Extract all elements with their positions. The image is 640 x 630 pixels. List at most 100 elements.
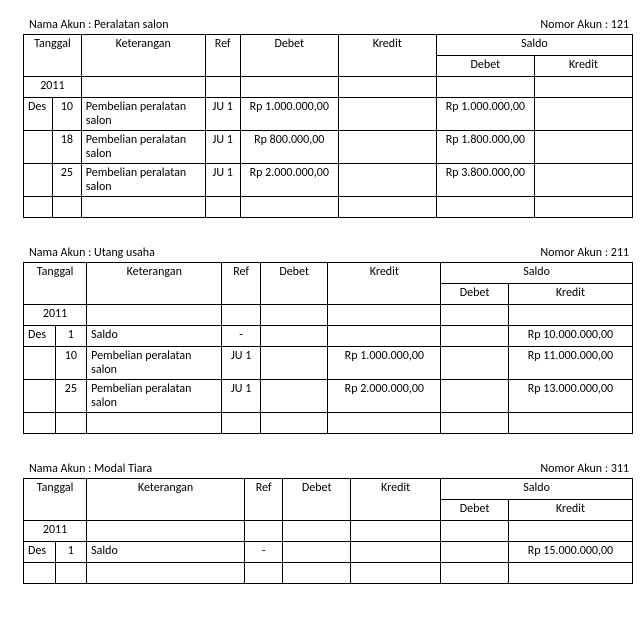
cell-saldo-debet bbox=[441, 380, 509, 413]
cell-day: 1 bbox=[55, 542, 87, 563]
cell-saldo-debet bbox=[441, 413, 509, 434]
cell-ref: JU 1 bbox=[222, 380, 260, 413]
cell-ref: JU 1 bbox=[205, 131, 240, 164]
year-row: 2011 bbox=[24, 305, 633, 326]
col-kredit: Kredit bbox=[351, 479, 441, 521]
col-saldo: Saldo bbox=[441, 479, 633, 500]
cell-day: 25 bbox=[52, 164, 81, 197]
cell-saldo-debet: Rp 3.800.000,00 bbox=[436, 164, 534, 197]
cell-ref: JU 1 bbox=[205, 98, 240, 131]
cell-saldo-kredit bbox=[534, 164, 632, 197]
cell-debet bbox=[260, 380, 328, 413]
cell-month bbox=[24, 197, 53, 218]
year-cell: 2011 bbox=[24, 77, 82, 98]
cell-month: Des bbox=[24, 326, 56, 347]
cell-debet: Rp 800.000,00 bbox=[240, 131, 338, 164]
col-kredit: Kredit bbox=[328, 263, 441, 305]
cell-saldo-kredit bbox=[534, 131, 632, 164]
cell-ref bbox=[205, 197, 240, 218]
cell-saldo-kredit bbox=[534, 197, 632, 218]
col-tanggal: Tanggal bbox=[24, 35, 82, 77]
col-keterangan: Keterangan bbox=[87, 479, 245, 521]
cell-day: 1 bbox=[55, 326, 87, 347]
col-saldo-kredit: Kredit bbox=[508, 500, 632, 521]
cell-day: 18 bbox=[52, 131, 81, 164]
cell-keterangan: Pembelian peralatan salon bbox=[81, 164, 205, 197]
table-row: 25Pembelian peralatan salonJU 1Rp 2.000.… bbox=[24, 380, 633, 413]
year-cell: 2011 bbox=[24, 521, 87, 542]
cell-kredit bbox=[338, 164, 436, 197]
col-tanggal: Tanggal bbox=[24, 479, 87, 521]
cell-saldo-debet bbox=[441, 542, 509, 563]
col-saldo-kredit: Kredit bbox=[534, 56, 632, 77]
cell-month bbox=[24, 563, 56, 584]
ledger-header: Nama Akun : Utang usahaNomor Akun : 211 bbox=[23, 246, 633, 262]
cell-month bbox=[24, 164, 53, 197]
cell-saldo-debet: Rp 1.800.000,00 bbox=[436, 131, 534, 164]
cell-ref: - bbox=[245, 542, 283, 563]
col-saldo-debet: Debet bbox=[441, 284, 509, 305]
year-cell: 2011 bbox=[24, 305, 87, 326]
cell-debet bbox=[240, 197, 338, 218]
col-saldo: Saldo bbox=[441, 263, 633, 284]
table-row: 18Pembelian peralatan salonJU 1Rp 800.00… bbox=[24, 131, 633, 164]
col-saldo-kredit: Kredit bbox=[508, 284, 632, 305]
col-tanggal: Tanggal bbox=[24, 263, 87, 305]
cell-keterangan bbox=[87, 413, 222, 434]
cell-ref: - bbox=[222, 326, 260, 347]
cell-month bbox=[24, 380, 56, 413]
cell-ref: JU 1 bbox=[222, 347, 260, 380]
col-debet: Debet bbox=[260, 263, 328, 305]
account-number-label: Nomor Akun : 121 bbox=[540, 18, 629, 32]
cell-day bbox=[52, 197, 81, 218]
cell-kredit: Rp 1.000.000,00 bbox=[328, 347, 441, 380]
ledger-header: Nama Akun : Modal Tiara Nomor Akun : 311 bbox=[23, 462, 633, 478]
account-name-label: Nama Akun : Modal Tiara bbox=[29, 462, 152, 476]
cell-keterangan: Pembelian peralatan salon bbox=[81, 98, 205, 131]
cell-ref bbox=[245, 563, 283, 584]
cell-month: Des bbox=[24, 542, 56, 563]
table-row bbox=[24, 563, 633, 584]
col-debet: Debet bbox=[283, 479, 351, 521]
ledger-block: Nama Akun : Peralatan salon Nomor Akun : … bbox=[23, 18, 633, 218]
cell-day bbox=[55, 563, 87, 584]
cell-keterangan: Pembelian peralatan salon bbox=[81, 131, 205, 164]
account-name-label: Nama Akun : Utang usaha bbox=[29, 246, 155, 260]
cell-month bbox=[24, 347, 56, 380]
cell-day bbox=[55, 413, 87, 434]
table-row bbox=[24, 197, 633, 218]
year-row: 2011 bbox=[24, 521, 633, 542]
cell-saldo-kredit: Rp 15.000.000,00 bbox=[508, 542, 632, 563]
col-saldo: Saldo bbox=[436, 35, 632, 56]
cell-saldo-kredit: Rp 10.000.000,00 bbox=[508, 326, 632, 347]
cell-kredit bbox=[351, 563, 441, 584]
cell-saldo-kredit bbox=[534, 98, 632, 131]
cell-saldo-kredit bbox=[508, 563, 632, 584]
col-ref: Ref bbox=[205, 35, 240, 77]
cell-kredit bbox=[328, 326, 441, 347]
account-name-label: Nama Akun : Peralatan salon bbox=[29, 18, 169, 32]
cell-debet bbox=[260, 326, 328, 347]
account-number-label: Nomor Akun : 311 bbox=[540, 462, 629, 476]
table-row: Des1Saldo-Rp 15.000.000,00 bbox=[24, 542, 633, 563]
cell-keterangan bbox=[87, 563, 245, 584]
year-row: 2011 bbox=[24, 77, 633, 98]
col-saldo-debet: Debet bbox=[441, 500, 509, 521]
cell-keterangan: Pembelian peralatan salon bbox=[87, 380, 222, 413]
col-saldo-debet: Debet bbox=[436, 56, 534, 77]
cell-debet bbox=[283, 542, 351, 563]
cell-day: 10 bbox=[55, 347, 87, 380]
cell-debet: Rp 2.000.000,00 bbox=[240, 164, 338, 197]
table-row: 25Pembelian peralatan salonJU 1Rp 2.000.… bbox=[24, 164, 633, 197]
cell-month bbox=[24, 413, 56, 434]
cell-debet bbox=[260, 347, 328, 380]
cell-kredit bbox=[351, 542, 441, 563]
col-ref: Ref bbox=[245, 479, 283, 521]
ledger-table: TanggalKeteranganRefDebetKreditSaldoDebe… bbox=[23, 478, 633, 584]
cell-debet bbox=[260, 413, 328, 434]
cell-saldo-debet bbox=[436, 197, 534, 218]
cell-kredit bbox=[328, 413, 441, 434]
cell-kredit: Rp 2.000.000,00 bbox=[328, 380, 441, 413]
ledger-table: TanggalKeteranganRefDebetKreditSaldoDebe… bbox=[23, 34, 633, 218]
table-row bbox=[24, 413, 633, 434]
